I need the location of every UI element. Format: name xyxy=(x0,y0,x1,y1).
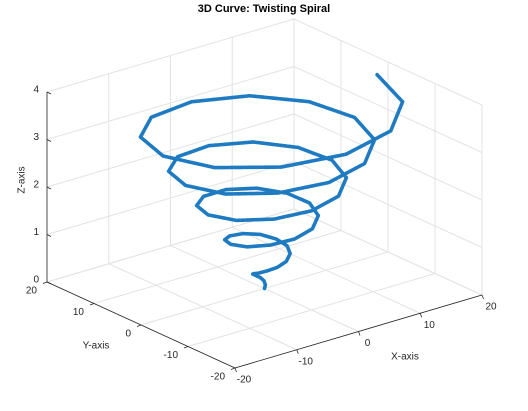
z-tick-label: 4 xyxy=(33,85,39,96)
y-tick-label: 10 xyxy=(73,307,85,318)
curve xyxy=(138,72,405,291)
z-tick-label: 1 xyxy=(33,227,39,238)
grid-line xyxy=(46,66,295,140)
x-tick xyxy=(296,349,299,354)
x-tick-label: -10 xyxy=(299,356,314,367)
y-tick xyxy=(89,303,95,306)
grid-line xyxy=(293,208,483,296)
x-tick-label: 20 xyxy=(485,302,497,313)
x-tick-label: -20 xyxy=(237,375,252,386)
grid-line xyxy=(293,161,483,248)
y-tick xyxy=(136,324,142,327)
y-tick xyxy=(183,346,189,349)
z-tick xyxy=(46,234,52,237)
z-tick xyxy=(46,91,52,95)
grid-line xyxy=(46,161,295,235)
x-tick xyxy=(419,313,423,318)
x-tick-label: 0 xyxy=(365,338,371,349)
x-tick xyxy=(481,294,484,300)
y-axis-label: Y-axis xyxy=(83,341,110,352)
y-tick-label: -20 xyxy=(211,372,226,383)
y-tick-label: -10 xyxy=(164,350,179,361)
x-tick xyxy=(358,331,361,336)
y-tick xyxy=(230,367,236,370)
grid-line xyxy=(93,230,342,304)
grid-line xyxy=(187,273,436,347)
z-tick-label: 0 xyxy=(33,275,39,286)
x-tick-label: 10 xyxy=(424,320,436,331)
chart-title: 3D Curve: Twisting Spiral xyxy=(198,3,330,15)
z-tick xyxy=(46,281,52,285)
y-tick xyxy=(42,281,48,284)
y-tick-label: 0 xyxy=(125,329,131,340)
z-tick xyxy=(46,139,52,142)
z-tick xyxy=(46,186,52,190)
z-tick-label: 3 xyxy=(33,132,39,143)
z-axis-label: Z-axis xyxy=(17,166,28,193)
grid-line xyxy=(293,66,483,153)
grid-line xyxy=(46,113,295,188)
grid-line xyxy=(46,18,295,93)
grid-line xyxy=(293,113,483,201)
x-axis-label: X-axis xyxy=(391,352,419,363)
x-tick xyxy=(234,367,237,373)
y-tick-label: 20 xyxy=(26,286,38,297)
z-tick-label: 2 xyxy=(33,180,39,191)
grid-line xyxy=(293,18,483,106)
